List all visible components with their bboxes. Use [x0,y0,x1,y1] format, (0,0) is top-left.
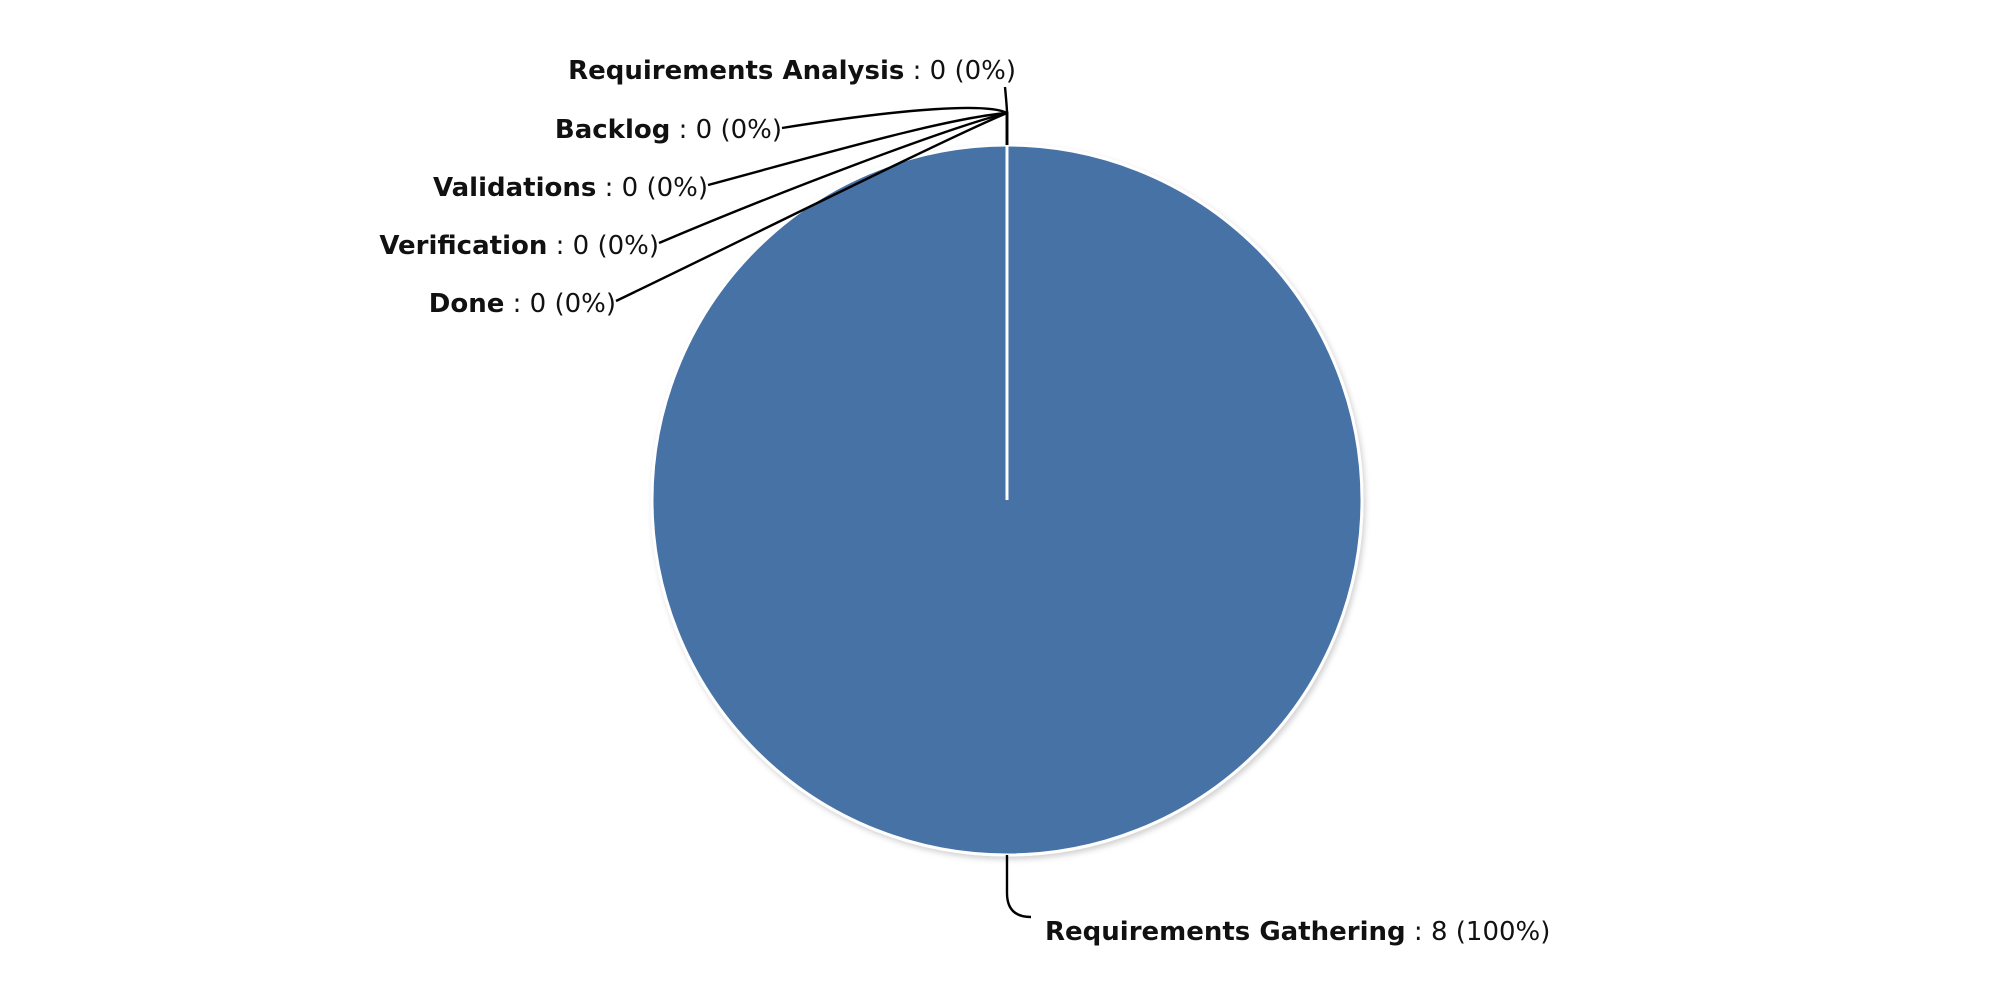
data-label-value: 8 (100%) [1431,917,1550,947]
leader-line-backlog [781,106,1009,145]
leader-line-validations [707,111,1009,187]
data-label-value: 0 (0%) [622,173,708,203]
data-label-validations: Validations : 0 (0%) [433,173,708,203]
data-label-separator: : [904,56,929,86]
pie-data-labels: Requirements Gathering : 8 (100%)Require… [379,56,1550,947]
data-label-separator: : [504,289,529,319]
data-label-value: 0 (0%) [930,56,1016,86]
data-label-name: Requirements Analysis [568,56,904,86]
data-label-name: Requirements Gathering [1045,917,1406,947]
data-label-backlog: Backlog : 0 (0%) [555,115,782,145]
data-label-requirements-gathering: Requirements Gathering : 8 (100%) [1045,917,1550,947]
data-label-separator: : [1406,917,1431,947]
data-label-requirements-analysis: Requirements Analysis : 0 (0%) [568,56,1016,86]
leader-line-done [615,111,1009,303]
data-label-name: Done [429,289,505,319]
data-label-value: 0 (0%) [530,289,616,319]
data-label-name: Backlog [555,115,670,145]
pie-slices [650,143,1364,857]
data-label-done: Done : 0 (0%) [429,289,616,319]
data-label-separator: : [596,173,621,203]
data-label-separator: : [670,115,695,145]
pie-leader-lines [615,86,1032,919]
data-label-value: 0 (0%) [696,115,782,145]
leader-line-verification [658,111,1009,245]
data-label-separator: : [547,231,572,261]
data-label-value: 0 (0%) [573,231,659,261]
leader-line-requirements-gathering [1005,855,1032,919]
data-label-verification: Verification : 0 (0%) [379,231,659,261]
data-label-name: Verification [379,231,547,261]
data-label-name: Validations [433,173,596,203]
